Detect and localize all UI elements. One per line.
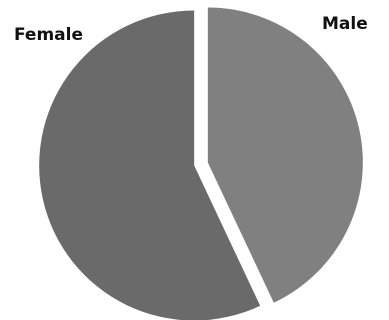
pie-slice-male [207, 7, 363, 303]
pie-slices [39, 7, 363, 320]
label-male: Male [322, 14, 368, 34]
pie-slice-female [39, 10, 261, 320]
label-female: Female [14, 25, 83, 45]
